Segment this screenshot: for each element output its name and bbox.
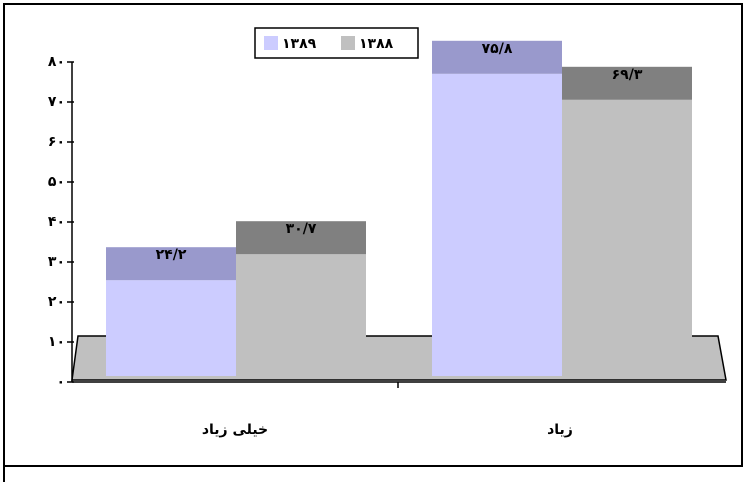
legend-label: ۱۳۸۹ xyxy=(282,36,317,52)
bar xyxy=(432,73,562,377)
bar xyxy=(106,280,236,376)
bar-top xyxy=(432,40,562,74)
value-label: ۷۵/۸ xyxy=(482,41,513,57)
y-tick-label: ۰ xyxy=(56,374,65,390)
x-tick-label: خیلی زیاد xyxy=(202,422,268,438)
legend-swatch xyxy=(341,36,355,50)
bar-top xyxy=(562,66,692,100)
value-label: ۲۴/۲ xyxy=(156,247,187,263)
y-tick-label: ۷۰ xyxy=(48,94,65,110)
y-tick-label: ۳۰ xyxy=(48,254,65,270)
chart-border xyxy=(3,3,743,482)
bar xyxy=(236,254,366,376)
y-tick-label: ۱۰ xyxy=(48,334,65,350)
y-tick-label: ۴۰ xyxy=(48,214,65,230)
value-label: ۳۰/۷ xyxy=(286,221,317,237)
legend xyxy=(254,27,419,59)
y-tick-label: ۸۰ xyxy=(48,54,65,70)
bar-top xyxy=(106,247,236,281)
legend-label: ۱۳۸۸ xyxy=(359,36,394,52)
bar xyxy=(562,99,692,377)
x-tick-label: زیاد xyxy=(547,422,573,438)
value-label: ۶۹/۳ xyxy=(612,67,643,83)
y-tick-label: ۵۰ xyxy=(48,174,65,190)
y-tick-label: ۶۰ xyxy=(48,134,65,150)
legend-swatch xyxy=(264,36,278,50)
y-tick-label: ۲۰ xyxy=(48,294,65,310)
bar-top xyxy=(236,221,366,255)
